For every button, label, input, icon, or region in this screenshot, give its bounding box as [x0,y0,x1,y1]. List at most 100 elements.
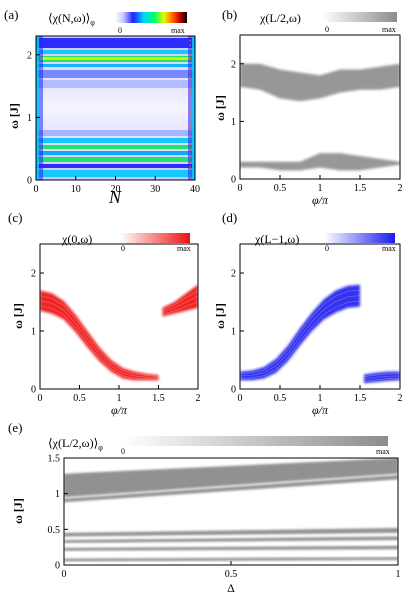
panel-label-d: (d) [222,210,237,225]
band-striation [240,300,361,379]
x-tick-label: 1 [318,183,323,194]
y-axis-label-c: ω [J] [11,303,25,329]
x-axis-label-d: φ/π [312,403,329,417]
x-tick-label: 1 [117,393,122,404]
x-tick-label: 2 [398,183,403,194]
x-tick-label: 0 [34,184,39,195]
heatmap-band-e-4 [64,545,398,551]
y-tick-label: 1 [27,113,32,124]
y-tick-label: 1 [55,489,60,500]
band-striation [240,289,361,375]
y-tick-label: 2 [231,59,236,70]
x-tick-label: 0 [62,569,67,580]
x-tick-label: 30 [150,184,160,195]
heatmap-band-a-top5 [36,64,195,67]
heatmap-band-a-top6 [36,70,195,78]
colorbar-min-b: 0 [325,25,329,34]
tick-group-d: 0 0.5 1 1.5 2 0 1 2 [231,269,403,405]
y-axis-label-d: ω [J] [213,303,227,329]
x-tick-label: 40 [190,184,200,195]
colorbar-a [115,12,187,23]
x-tick-label: 1 [396,569,401,580]
colorbar-label-e: ⟨χ(L/2,ω)⟩φ [48,436,103,452]
band-striation [40,300,159,379]
y-tick-label: 1.5 [48,454,61,465]
heatmap-band-a-top4 [40,57,190,60]
band-group-d [240,284,400,384]
band-group-b [240,63,400,171]
x-tick-label: 1.5 [354,183,367,194]
panel-d: (d) χ(L−1,ω) 0 max ω [J] φ/π 0 0.5 1 1.5 2 0 1… [213,210,403,417]
panel-label-c: (c) [8,210,22,225]
colorbar-b [322,12,397,22]
x-tick-label: 0.5 [274,183,287,194]
y-tick-label: 1 [231,327,236,338]
colorbar-max-e: max [376,447,390,456]
heatmap-band-a-bot7 [36,170,195,177]
band-striation [240,295,361,377]
tick-group-c: 0 0.5 1 1.5 2 0 1 2 [31,269,201,405]
band-striation [40,305,159,380]
y-tick-label: 0 [27,176,32,187]
heatmap-band-a-bot3 [36,145,195,149]
y-tick-label: 2 [231,269,236,280]
x-tick-label: 0 [38,393,43,404]
heatmap-band-a-bot2 [36,138,195,143]
y-tick-label: 1 [31,327,36,338]
band-group-e [64,458,398,562]
colorbar-label-b: χ(L/2,ω) [259,11,301,25]
x-tick-label: 0.5 [225,569,238,580]
y-tick-label: 0 [231,175,236,186]
x-tick-label: 10 [71,184,81,195]
tick-group-b: 0 0.5 1 1.5 2 0 1 2 [231,59,403,194]
x-tick-label: 20 [111,184,121,195]
heatmap-band-a-bot1 [36,130,195,136]
y-axis-label-b: ω [J] [213,95,227,121]
colorbar-max-b: max [382,25,396,34]
heatmap-band-a-top7 [36,80,195,88]
plot-area-b [240,63,400,171]
x-tick-label: 0 [238,183,243,194]
x-tick-label: 0.5 [73,393,86,404]
colorbar-max-d: max [382,244,396,253]
x-tick-label: 1.5 [354,393,367,404]
y-tick-label: 0 [55,561,60,572]
x-tick-label: 0.5 [274,393,287,404]
panel-a: (a) ⟨χ(N,ω)⟩φ 0 max [4,7,200,207]
heatmap-band-a-bot6 [36,164,195,168]
band-striation [162,295,198,313]
heatmap-band-d-0 [240,284,360,381]
colorbar-c [120,233,190,243]
colorbar-min-d: 0 [325,244,329,253]
y-axis-label-a: ω [J] [7,103,21,129]
heatmap-band-e-0 [64,458,398,498]
x-axis-label-b: φ/π [312,193,329,207]
colorbar-label-a: ⟨χ(N,ω)⟩φ [48,11,95,27]
band-striation [162,290,198,311]
colorbar-e [122,436,388,446]
x-tick-label: 2 [196,393,201,404]
band-striation [363,375,400,380]
panel-label-e: (e) [8,420,22,435]
x-axis-label-c: φ/π [111,403,128,417]
y-axis-label-e: ω [J] [11,498,25,524]
heatmap-band-b-1 [240,153,400,171]
panel-c: (c) χ(0,ω) 0 max ω [J] φ/π 0 0.5 1 1.5 2 0 1 2 [8,210,201,417]
y-tick-label: 2 [31,269,36,280]
band-striation [162,301,198,315]
panel-label-b: (b) [222,7,237,22]
heatmap-edge-a-right-inner [192,36,195,180]
band-group-c [40,284,198,381]
band-striation [363,377,400,382]
plot-area-e [64,458,398,562]
plot-area-c [40,284,198,381]
y-tick-label: 0 [31,385,36,396]
x-axis-label-e: Δ [227,581,235,595]
heatmap-band-e-5 [64,557,398,562]
panel-e: (e) ⟨χ(L/2,ω)⟩φ 0 max ω [J] Δ 0 0.5 1 0 0.5 1… [8,420,401,595]
x-tick-label: 2 [398,393,403,404]
heatmap-band-e-1 [64,475,398,503]
heatmap-band-a-top [36,38,195,48]
y-tick-label: 2 [27,50,32,61]
